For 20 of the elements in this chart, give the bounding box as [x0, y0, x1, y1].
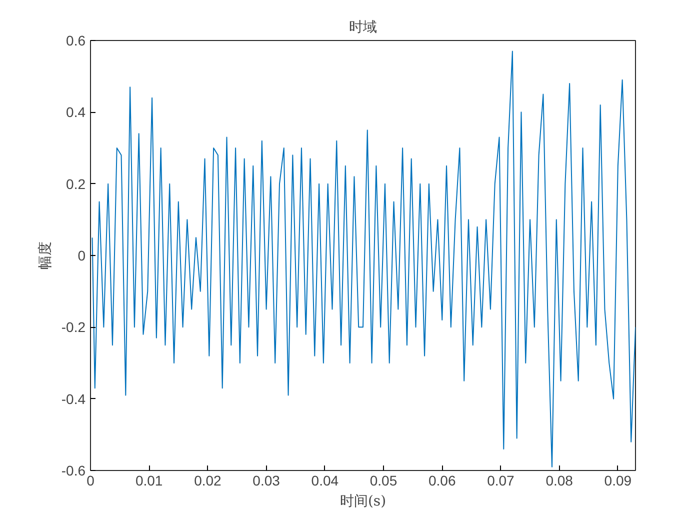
y-tick-label: -0.6 [61, 462, 86, 478]
line-series [92, 50, 636, 468]
x-tick-label: 0.09 [604, 472, 632, 488]
x-tick-label: 0.03 [252, 472, 280, 488]
y-axis-title: 幅度 [37, 242, 54, 270]
x-tick-label: 0.05 [370, 472, 398, 488]
x-tick-label: 0.06 [428, 472, 456, 488]
x-tick-label: 0.08 [546, 472, 574, 488]
y-tick-label: 0 [78, 248, 86, 264]
y-tick-label: 0.6 [66, 32, 86, 48]
x-tick-label: 0.01 [135, 472, 163, 488]
x-tick-label: 0.04 [311, 472, 339, 488]
x-axis-title: 时间(s) [340, 494, 386, 510]
y-tick-label: -0.2 [61, 319, 86, 336]
chart-title: 时域 [349, 20, 377, 36]
y-tick-label: -0.4 [61, 390, 86, 407]
y-tick-label: 0.4 [66, 104, 86, 120]
y-tick-label: 0.2 [66, 176, 86, 192]
x-tick-label: 0.02 [194, 472, 222, 488]
x-tick-label: 0.07 [487, 472, 515, 488]
